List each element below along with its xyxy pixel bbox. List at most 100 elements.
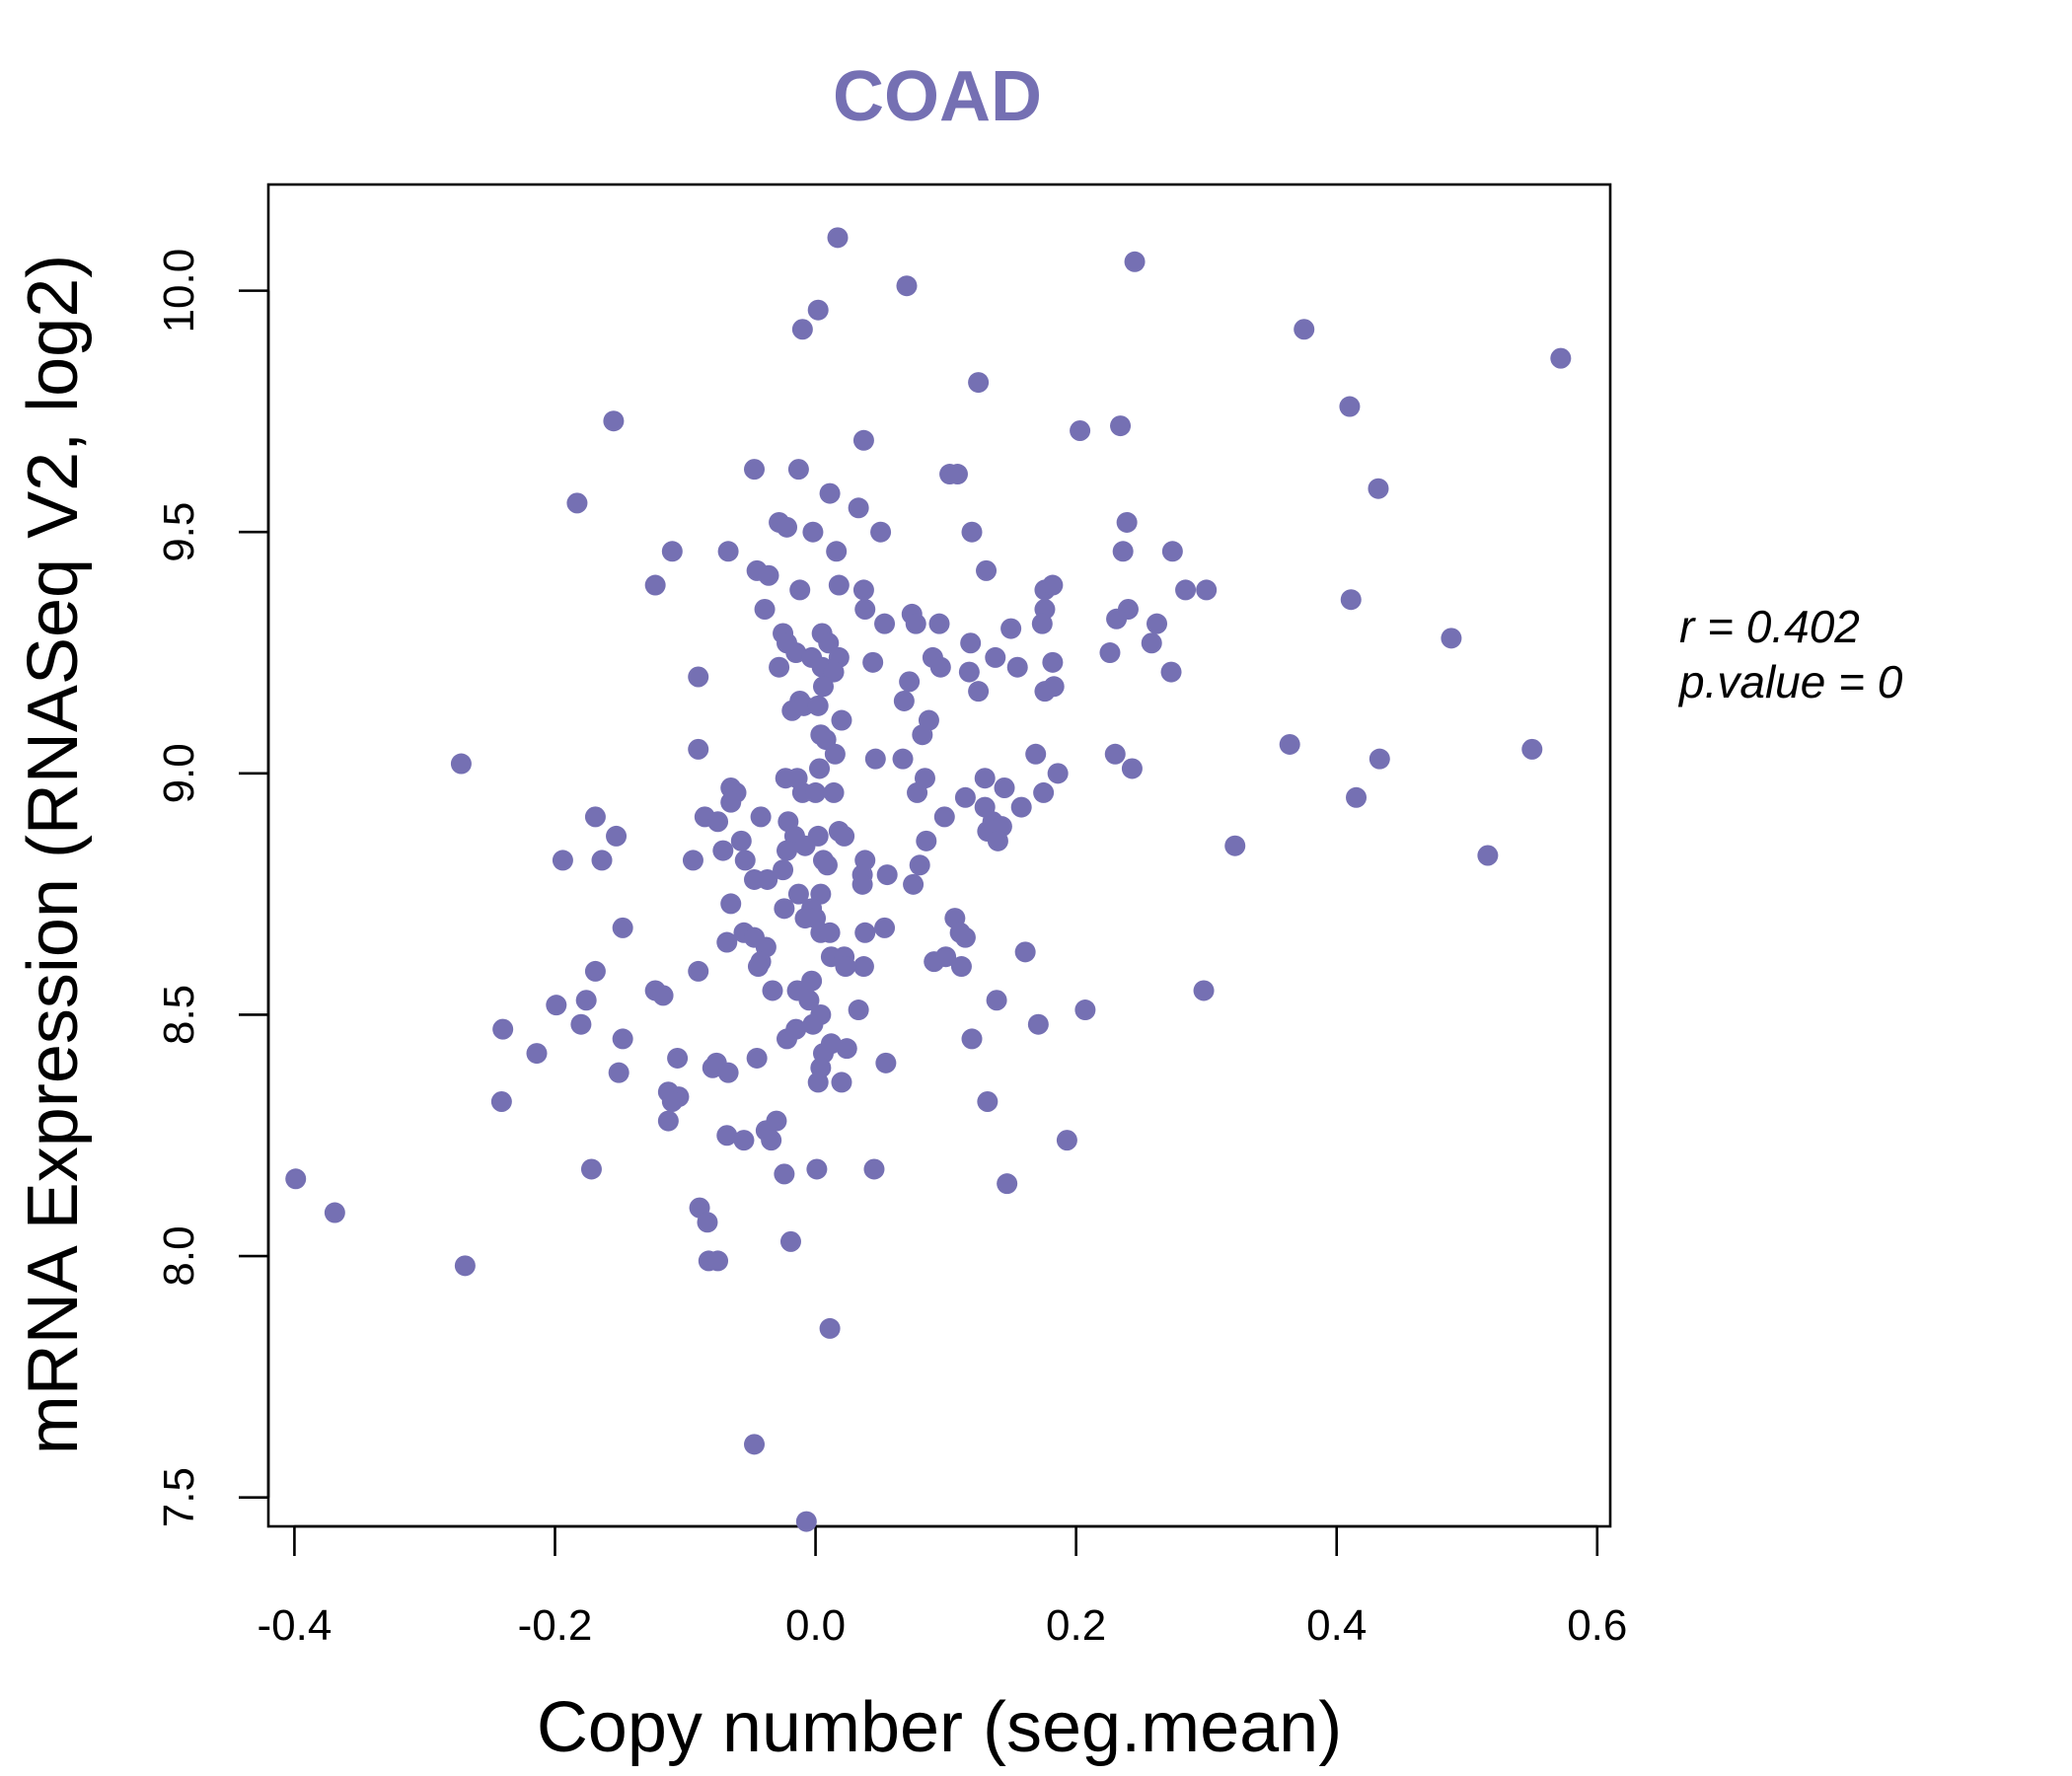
data-point [1033,781,1055,803]
data-point [994,777,1015,799]
y-axis-label: mRNA Expression (RNASeq V2, log2) [14,255,93,1454]
data-point [750,806,772,828]
data-point [733,1130,755,1151]
data-point [852,579,874,601]
data-point [954,786,976,808]
data-point [1141,632,1162,654]
data-point [779,1230,801,1252]
data-point [526,1043,548,1065]
data-point [835,956,856,978]
data-point [812,676,834,698]
data-point [907,781,928,803]
data-point [1279,733,1300,755]
data-point [1025,743,1047,765]
data-point [874,613,896,634]
data-point [862,651,884,673]
data-point [958,661,980,683]
data-point [757,868,778,890]
data-point [854,922,876,943]
data-point [987,830,1008,851]
y-axis: 7.5 8.0 8.5 9.0 9.5 10.0 [155,249,270,1527]
data-point [1175,579,1197,601]
data-point [986,990,1007,1011]
data-point [933,806,955,828]
data-point [854,599,876,621]
data-point [774,1163,795,1185]
data-point [717,541,739,562]
x-tick-label: 0.0 [785,1601,846,1650]
data-point [1224,835,1246,856]
data-point [795,1511,817,1532]
data-point [1104,743,1126,765]
data-point [1042,651,1064,673]
data-point [1106,608,1128,629]
data-point [798,990,820,1011]
data-point [603,410,625,432]
data-point [826,541,848,562]
data-point [1294,319,1315,340]
data-point [746,1047,768,1069]
data-point [570,1013,592,1035]
x-axis-label: Copy number (seg.mean) [537,1688,1342,1767]
data-point [1027,1013,1049,1035]
data-point [819,482,841,504]
data-point [823,781,845,803]
y-tick-label: 9.5 [155,502,203,562]
data-point [977,1090,999,1112]
data-point [644,574,666,596]
data-point [734,850,756,871]
data-point [896,275,918,297]
data-point [997,1173,1018,1195]
data-point [870,521,892,543]
data-points [285,227,1572,1532]
data-point [1196,579,1218,601]
data-point [774,898,795,920]
data-point [661,1090,683,1112]
data-point [552,850,573,871]
data-point [912,724,933,746]
y-tick-label: 8.5 [155,985,203,1045]
data-point [968,681,990,703]
data-point [730,830,752,851]
data-point [876,864,898,886]
data-point [546,995,567,1016]
data-point [1031,613,1053,634]
data-point [769,656,790,678]
data-point [1099,642,1121,664]
data-point [848,497,869,519]
data-point [1047,763,1069,784]
data-point [924,951,945,973]
y-tick-label: 7.5 [155,1467,203,1527]
data-point [828,574,850,596]
data-point [818,632,840,654]
data-point [762,980,783,1001]
data-point [1042,574,1064,596]
data-point [454,1255,476,1277]
data-point [775,768,796,789]
data-point [712,840,734,861]
data-point [285,1168,307,1190]
data-point [450,753,472,775]
data-point [1074,999,1096,1021]
data-point [1193,980,1215,1001]
data-point [806,1158,828,1180]
data-point [852,956,874,978]
y-tick-label: 9.0 [155,743,203,803]
data-point [1000,618,1022,639]
data-point [794,835,816,856]
data-point [720,893,742,915]
data-point [892,748,914,770]
y-tick-label: 8.0 [155,1225,203,1286]
data-point [1010,796,1032,818]
data-point [1056,1130,1077,1151]
data-point [787,459,809,481]
data-point [863,1158,885,1180]
data-point [1014,941,1036,963]
data-point [961,521,983,543]
data-point [667,1047,689,1069]
data-point [1070,419,1091,441]
data-point [657,1110,679,1132]
data-point [661,541,683,562]
data-point [807,1072,829,1093]
